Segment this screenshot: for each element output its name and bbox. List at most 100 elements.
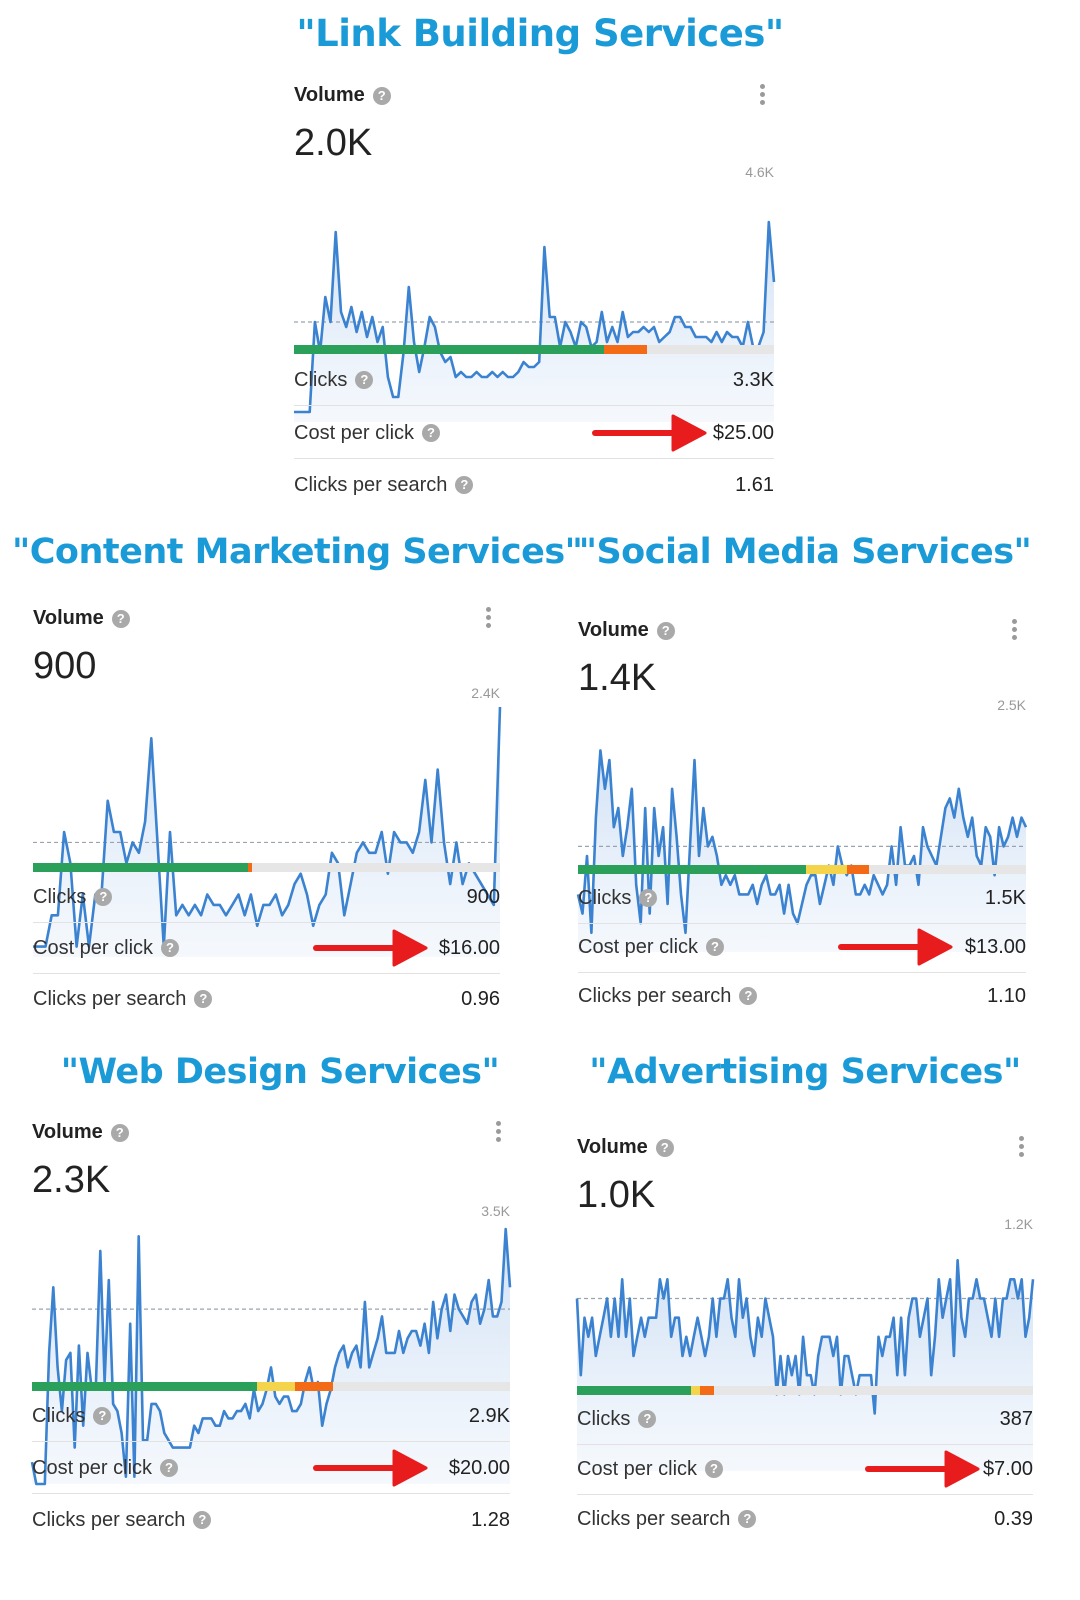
row-divider <box>33 973 500 974</box>
kebab-menu-icon[interactable] <box>485 607 491 631</box>
cpc-row: Cost per click? $25.00 <box>294 419 774 447</box>
help-icon[interactable]: ? <box>705 1460 724 1478</box>
trend-area <box>578 750 1026 952</box>
volume-trend-chart <box>576 749 1028 952</box>
difficulty-bar <box>294 345 774 354</box>
volume-value: 2.0K <box>294 122 373 164</box>
clicks-row-value: 2.9K <box>468 1404 510 1427</box>
cpc-row-label: Cost per click <box>294 421 415 444</box>
red-arrow-icon <box>865 1450 980 1488</box>
volume-trend-chart <box>575 1258 1035 1471</box>
help-icon[interactable]: ? <box>161 939 180 957</box>
kebab-menu-icon[interactable] <box>495 1121 501 1145</box>
cps-row-value: 0.39 <box>994 1507 1033 1530</box>
help-icon[interactable]: ? <box>110 1123 129 1142</box>
help-icon[interactable]: ? <box>193 1511 212 1529</box>
cpc-row-label: Cost per click <box>577 1457 698 1480</box>
volume-label: Volume <box>577 1136 648 1158</box>
volume-header: Volume? <box>32 1121 129 1144</box>
volume-trend-chart <box>30 1227 512 1486</box>
difficulty-segment-orange <box>603 345 647 354</box>
difficulty-segment-green <box>33 863 248 872</box>
help-icon[interactable]: ? <box>372 86 391 105</box>
difficulty-segment-yellow <box>691 1386 701 1395</box>
difficulty-segment-orange <box>700 1386 714 1395</box>
cpc-row-value: $7.00 <box>982 1457 1033 1480</box>
help-icon[interactable]: ? <box>739 987 758 1005</box>
difficulty-segment-orange <box>247 863 253 872</box>
difficulty-segment-green <box>32 1382 257 1391</box>
trend-line <box>576 749 1028 935</box>
difficulty-segment-green <box>577 1386 691 1395</box>
row-divider <box>577 1494 1033 1495</box>
red-arrow-icon <box>313 1449 428 1487</box>
cps-row-value: 0.96 <box>461 987 500 1010</box>
cps-row-value: 1.28 <box>471 1508 510 1531</box>
clicks-row-value: 3.3K <box>732 368 774 391</box>
kebab-menu-icon[interactable] <box>759 84 765 108</box>
volume-header: Volume? <box>577 1136 674 1159</box>
row-divider <box>578 923 1026 924</box>
cps-row-label: Clicks per search <box>33 987 187 1010</box>
help-icon[interactable]: ? <box>194 990 213 1008</box>
trend-line <box>294 220 776 414</box>
volume-header: Volume? <box>294 84 391 107</box>
difficulty-bar <box>33 863 500 872</box>
cpc-row: Cost per click? $13.00 <box>578 933 1026 961</box>
cpc-row: Cost per click? $7.00 <box>577 1455 1033 1483</box>
volume-label: Volume <box>294 84 365 106</box>
clicks-row: Clicks? 2.9K <box>32 1402 510 1430</box>
row-divider <box>577 1444 1033 1445</box>
help-icon[interactable]: ? <box>738 1510 757 1528</box>
keyword-card: Volume? 900 2.4K Clicks? 900 Cost per click? $… <box>33 0 502 1600</box>
clicks-row-value: 1.5K <box>984 886 1026 909</box>
help-icon[interactable]: ? <box>655 1138 674 1157</box>
cps-row: Clicks per search? 0.39 <box>577 1505 1033 1533</box>
card-title: "Content Marketing Services" <box>12 532 583 572</box>
cpc-row-value: $16.00 <box>438 936 500 959</box>
difficulty-segment-orange <box>846 865 870 874</box>
help-icon[interactable]: ? <box>94 888 113 906</box>
help-icon[interactable]: ? <box>706 938 725 956</box>
cps-row: Clicks per search? 1.61 <box>294 471 774 499</box>
card-title: "Social Media Services" <box>578 532 1032 572</box>
kebab-menu-icon[interactable] <box>1018 1136 1024 1160</box>
help-icon[interactable]: ? <box>160 1459 179 1477</box>
help-icon[interactable]: ? <box>638 1410 657 1428</box>
row-divider <box>32 1441 510 1442</box>
help-icon[interactable]: ? <box>355 371 374 389</box>
volume-value: 2.3K <box>32 1159 111 1201</box>
chart-max-label: 2.4K <box>471 685 500 701</box>
keyword-card: Volume? 2.0K 4.6K Clicks? 3.3K Cost per click… <box>294 0 776 1600</box>
volume-trend-chart <box>294 220 776 422</box>
row-divider <box>294 458 774 459</box>
card-title: "Link Building Services" <box>296 12 784 55</box>
help-icon[interactable]: ? <box>656 621 675 640</box>
difficulty-segment-green <box>294 345 604 354</box>
help-icon[interactable]: ? <box>422 424 441 442</box>
difficulty-segment-yellow <box>256 1382 295 1391</box>
volume-value: 1.4K <box>578 657 657 699</box>
trend-line <box>575 1258 1035 1415</box>
volume-trend-chart <box>33 706 502 957</box>
clicks-row-label: Clicks <box>578 886 632 909</box>
chart-max-label: 1.2K <box>1004 1216 1033 1232</box>
row-divider <box>578 972 1026 973</box>
cps-row-label: Clicks per search <box>577 1507 731 1530</box>
kebab-menu-icon[interactable] <box>1011 619 1017 643</box>
help-icon[interactable]: ? <box>455 476 474 494</box>
cps-row-value: 1.61 <box>735 473 774 496</box>
chart-max-label: 4.6K <box>745 164 774 180</box>
chart-max-label: 2.5K <box>997 697 1026 713</box>
cpc-row-label: Cost per click <box>33 936 154 959</box>
help-icon[interactable]: ? <box>639 889 658 907</box>
help-icon[interactable]: ? <box>93 1407 112 1425</box>
difficulty-segment-orange <box>294 1382 334 1391</box>
keyword-card: Volume? 2.3K 3.5K Clicks? 2.9K Cost per click… <box>30 0 512 1600</box>
chart-max-label: 3.5K <box>481 1203 510 1219</box>
keyword-card: Volume? 1.4K 2.5K Clicks? 1.5K Cost per click… <box>576 0 1028 1600</box>
red-arrow-icon <box>592 414 707 452</box>
help-icon[interactable]: ? <box>111 609 130 628</box>
red-arrow-icon <box>313 929 428 967</box>
cps-row-label: Clicks per search <box>294 473 448 496</box>
